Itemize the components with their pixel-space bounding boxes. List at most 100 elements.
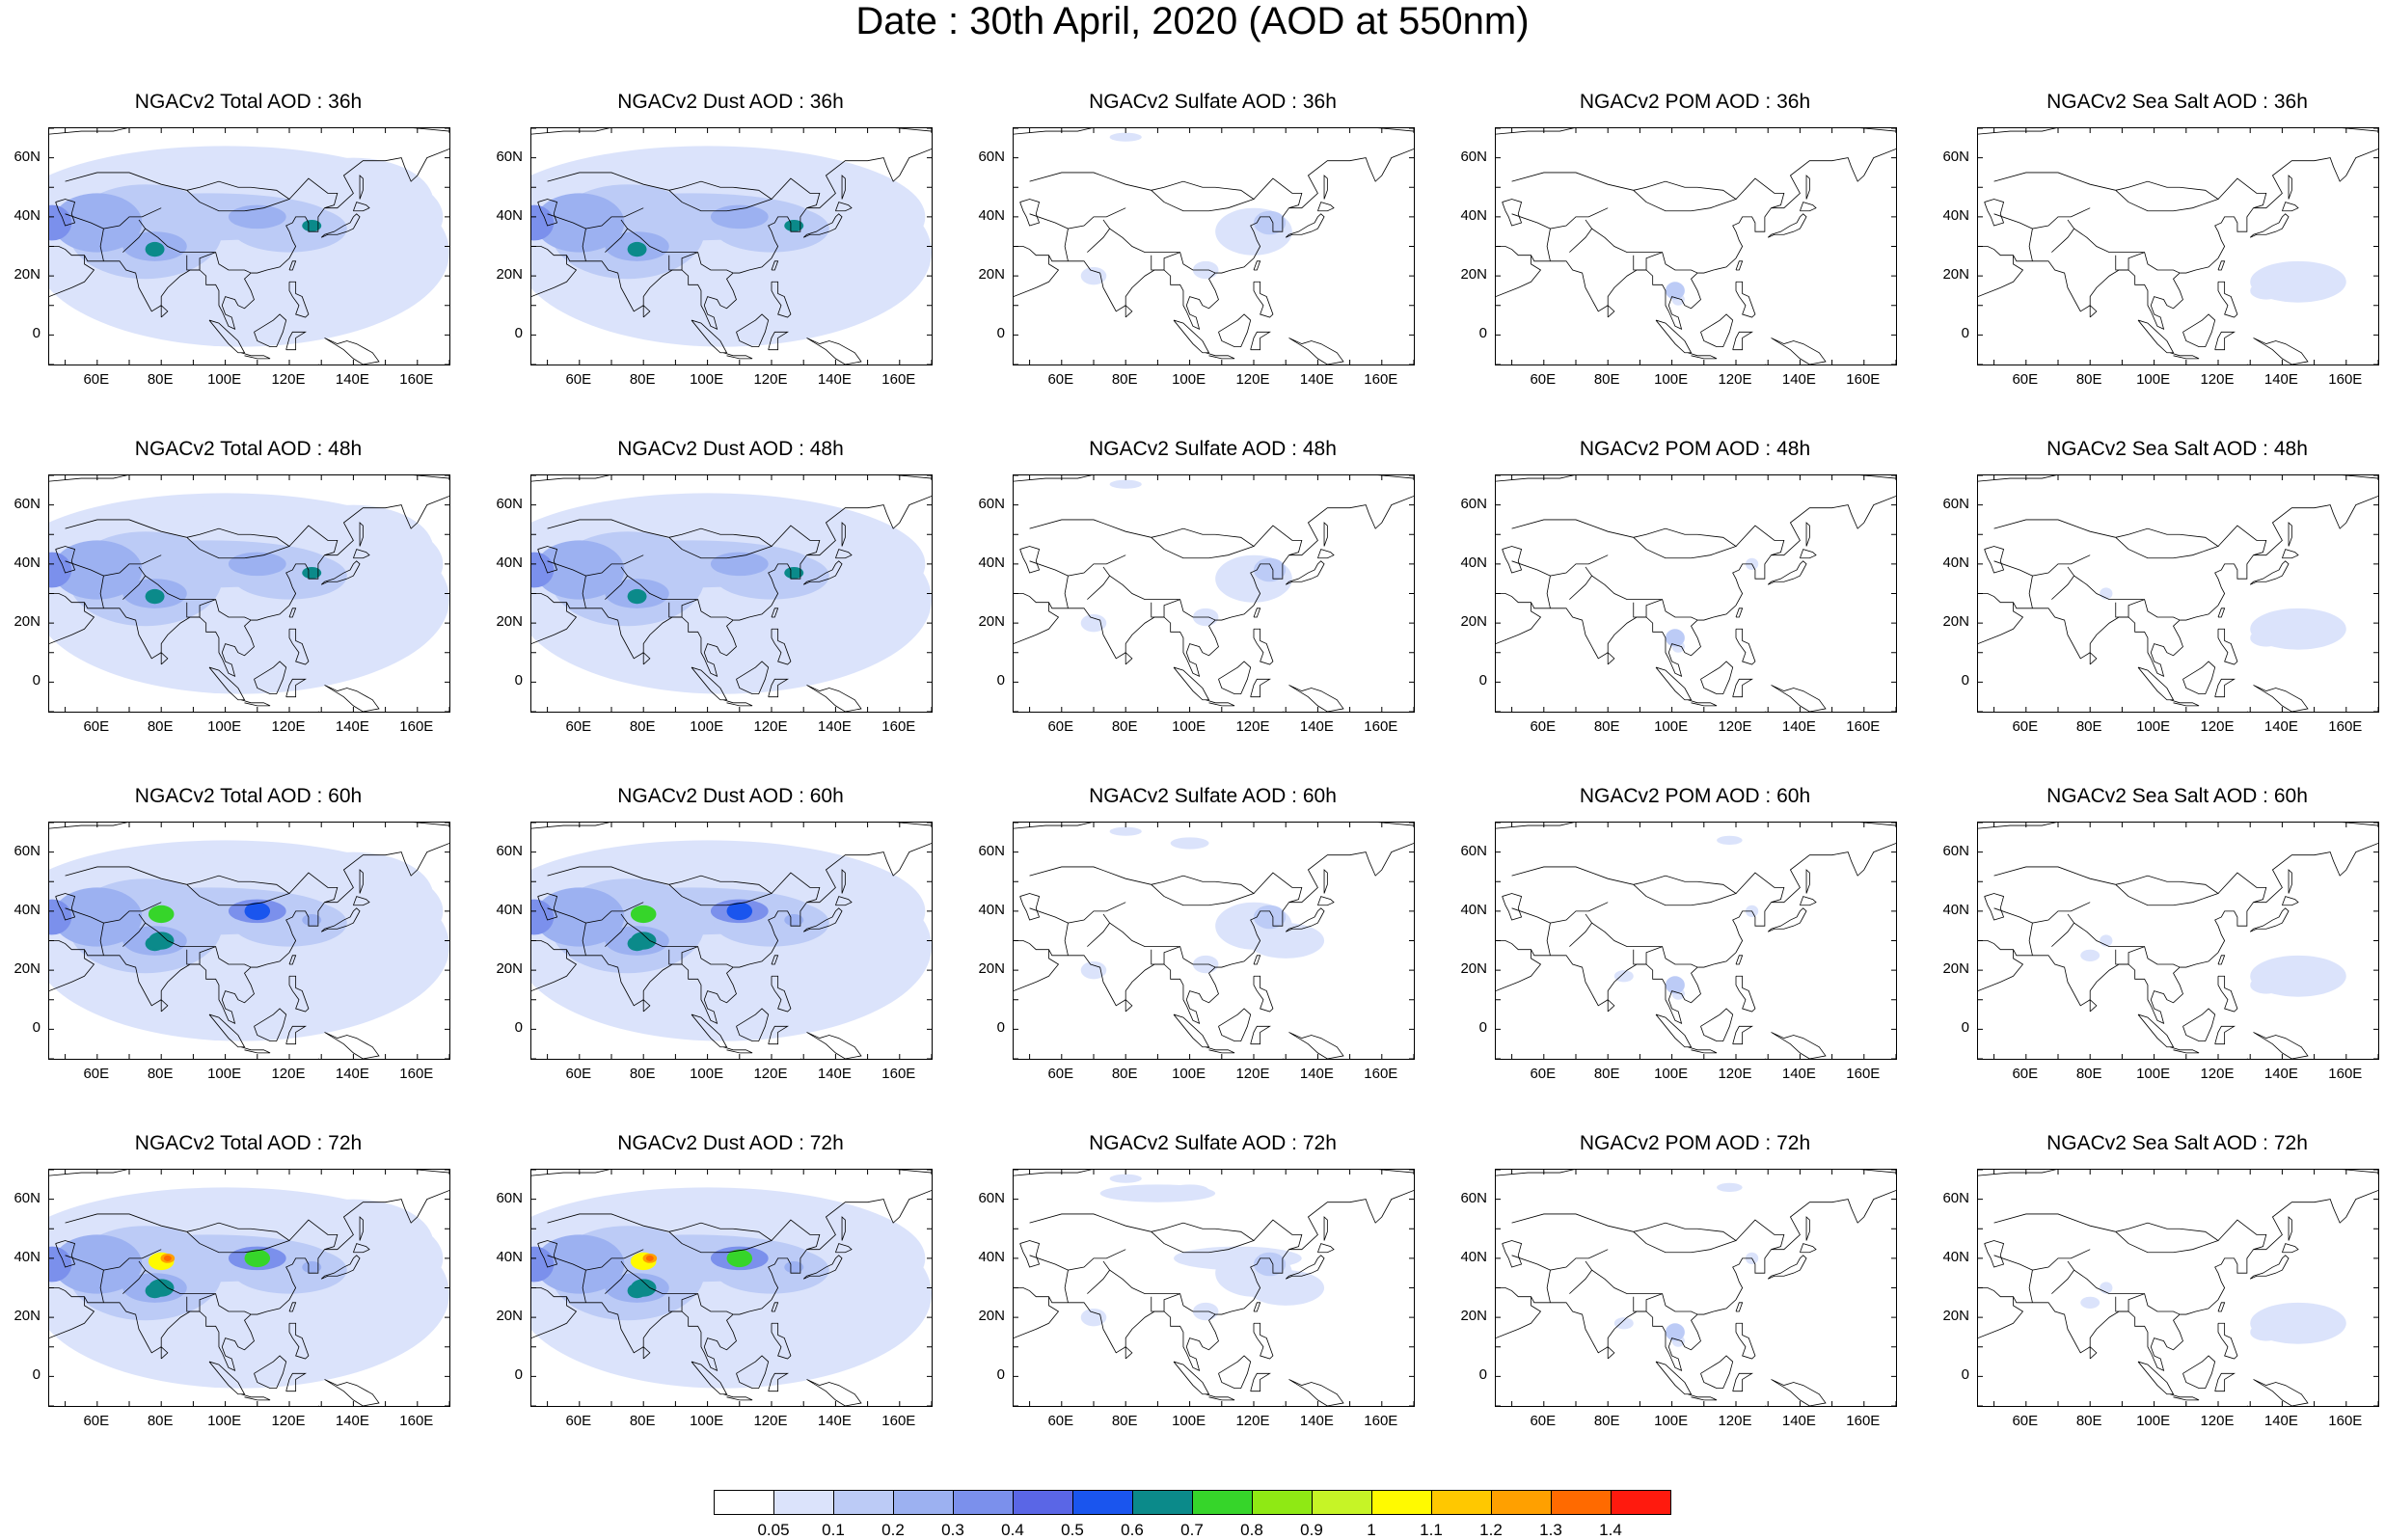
aod-contour — [1080, 1308, 1107, 1327]
lat-tick-label: 20N — [14, 1308, 41, 1325]
lat-tick-label: 20N — [496, 1308, 523, 1325]
coastline-segment — [1767, 907, 1807, 932]
coastline-segment — [2282, 202, 2299, 212]
coastline-segment — [1735, 955, 1744, 965]
lon-tick-label: 60E — [83, 718, 110, 735]
coastline-segment — [1285, 213, 1325, 238]
aod-contour — [1080, 266, 1107, 285]
lon-tick-label: 160E — [1846, 718, 1881, 735]
coastline-segment — [1496, 602, 1542, 644]
coastline-segment — [1511, 172, 1634, 191]
coastline-segment — [1502, 199, 1523, 227]
lon-tick-label: 120E — [1235, 371, 1270, 388]
coastline-segment — [2253, 338, 2309, 365]
aod-contour — [302, 219, 322, 232]
aod-contour — [145, 241, 165, 257]
coastline-segment — [736, 1008, 770, 1042]
coastline-segment — [1323, 175, 1328, 200]
coastline-segment — [2217, 281, 2238, 318]
coastline-segment — [1215, 554, 1289, 621]
coastline-segment — [668, 1222, 772, 1254]
coastline-segment — [620, 913, 734, 968]
coastline-segment — [49, 246, 201, 312]
colorbar-swatch — [1132, 1490, 1193, 1515]
coastline-segment — [841, 1216, 846, 1241]
coastline-segment — [806, 149, 932, 209]
lon-tick-label: 120E — [271, 371, 306, 388]
coastline-segment — [1735, 177, 1785, 209]
coastline-segment — [1697, 1249, 1772, 1315]
coastline-segment — [2288, 522, 2292, 547]
axis-ticks — [1978, 128, 2378, 365]
lon-tick-label: 80E — [2075, 1413, 2102, 1429]
aod-field — [49, 1187, 449, 1389]
coastline-segment — [1496, 128, 1896, 135]
coastline-segment — [2051, 922, 2074, 947]
colorbar-label: 0.9 — [1300, 1521, 1323, 1539]
coastline-segment — [1014, 1287, 1165, 1354]
aod-contour — [1254, 210, 1287, 235]
coastline-segment — [1163, 269, 1219, 330]
coastline-segment — [353, 896, 370, 906]
axis-ticks — [531, 823, 932, 1059]
coastline-segment — [1993, 1213, 2116, 1232]
aod-field — [2080, 934, 2346, 997]
coastline-segment — [582, 554, 644, 608]
aod-contour — [784, 219, 804, 232]
coastline-segment — [1285, 1255, 1325, 1280]
aod-map-plot — [49, 128, 449, 365]
coastline-segment — [2067, 913, 2181, 968]
map-frame — [1495, 127, 1897, 365]
coastline-segment — [1655, 1013, 1693, 1048]
coastline-segment — [1014, 940, 1165, 1007]
coastline-segment — [668, 599, 698, 618]
axis-ticks — [1496, 1170, 1896, 1406]
lat-tick-label: 20N — [1460, 266, 1487, 284]
lat-tick-label: 0 — [514, 325, 523, 342]
lat-tick-label: 0 — [514, 672, 523, 689]
axis-ticks — [49, 823, 449, 1059]
coastline-segment — [55, 546, 76, 574]
lat-tick-label: 20N — [1460, 1308, 1487, 1325]
aod-contour — [1665, 976, 1685, 994]
coastline-segment — [288, 1302, 297, 1312]
coastline-segment — [324, 496, 449, 556]
coastline-segment — [55, 893, 76, 921]
lat-tick-label: 0 — [1478, 1019, 1487, 1037]
lon-tick-label: 140E — [335, 1066, 369, 1082]
coastline-segment — [49, 128, 449, 135]
lon-tick-label: 140E — [1781, 1066, 1816, 1082]
coastline-segment — [199, 963, 255, 1024]
coastline-segment — [254, 661, 287, 695]
coastline-segment — [49, 1296, 95, 1338]
aod-contour — [1080, 613, 1107, 633]
coastline-segment — [1978, 1287, 2129, 1354]
aod-map-plot — [531, 823, 932, 1059]
lon-tick-label: 160E — [399, 1066, 434, 1082]
coastline-segment — [2115, 527, 2219, 559]
aod-field — [531, 840, 932, 1041]
lat-tick-label: 40N — [1942, 554, 1969, 571]
coastline-segment — [1151, 599, 1180, 618]
coastline-segment — [1993, 907, 2033, 924]
coastline-segment — [531, 823, 932, 829]
lat-tick-label: 20N — [978, 1308, 1005, 1325]
coastline-segment — [771, 177, 821, 209]
lon-tick-label: 100E — [1172, 1413, 1206, 1429]
coastline-segment — [1064, 902, 1126, 956]
lon-tick-label: 80E — [147, 1066, 174, 1082]
colorbar-swatch — [1192, 1490, 1253, 1515]
aod-field — [531, 146, 932, 347]
panel-title: NGACv2 Dust AOD : 48h — [617, 438, 844, 460]
aod-map-plot — [1496, 475, 1896, 712]
coastline-segment — [1800, 202, 1817, 212]
map-frame — [1977, 1169, 2379, 1407]
coastline-segment — [736, 1355, 770, 1390]
coastline-segment — [531, 949, 578, 991]
coastline-segment — [733, 1249, 807, 1315]
lat-tick-label: 20N — [1460, 613, 1487, 631]
coastline-segment — [2249, 213, 2290, 238]
coastline-segment — [691, 666, 728, 701]
coastline-segment — [1735, 608, 1744, 618]
coastline-segment — [1215, 207, 1289, 274]
